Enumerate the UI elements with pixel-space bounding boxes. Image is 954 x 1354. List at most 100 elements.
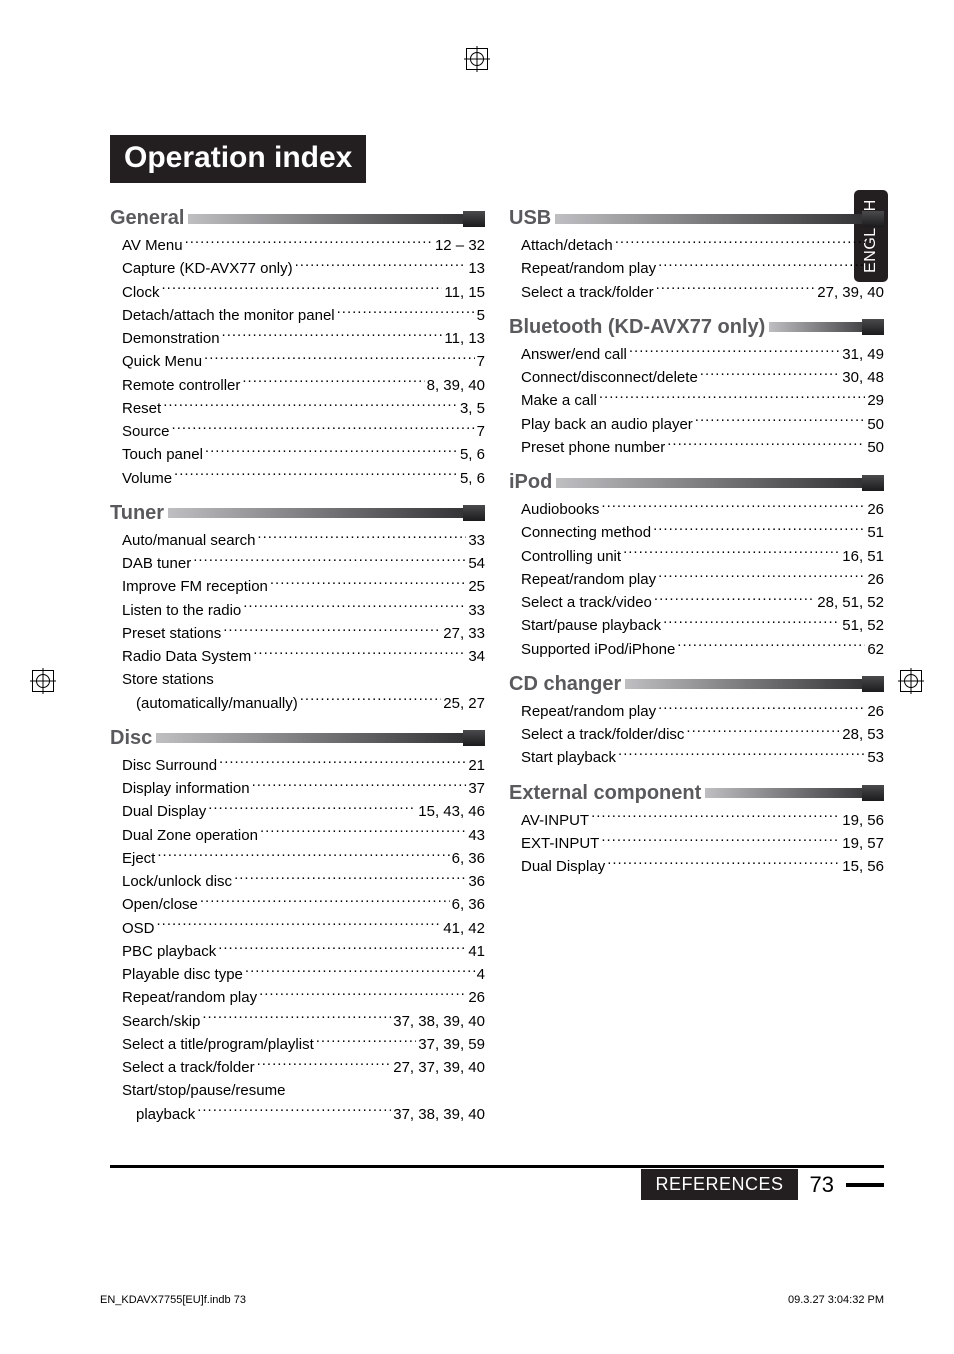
index-entry-page: 15, 43, 46 <box>418 800 485 823</box>
index-entry-label: Dual Zone operation <box>122 824 258 847</box>
index-leader-dots <box>599 390 865 405</box>
index-entry-page: 31, 49 <box>842 343 884 366</box>
section-rule <box>188 214 485 224</box>
index-entry-label: Repeat/random play <box>521 568 656 591</box>
index-leader-dots <box>667 437 865 452</box>
index-entry: (automatically/manually)25, 27 <box>122 692 485 715</box>
section-name: External component <box>509 782 705 805</box>
index-entry-page: 37, 38, 39, 40 <box>393 1103 485 1126</box>
index-entry-label: AV Menu <box>122 234 183 257</box>
index-entry-page: 26 <box>867 498 884 521</box>
section-rule <box>555 214 884 224</box>
index-entry-page: 28, 53 <box>842 723 884 746</box>
index-entry: Attach/detach47 <box>521 234 884 257</box>
index-entry-label: Reset <box>122 397 161 420</box>
index-entry-page: 37, 39, 59 <box>418 1033 485 1056</box>
index-entry-page: 16, 51 <box>842 545 884 568</box>
section-name: General <box>110 207 188 230</box>
index-entry-label: Capture (KD-AVX77 only) <box>122 257 293 280</box>
index-entry: Dual Zone operation 43 <box>122 824 485 847</box>
index-entry: Dual Display15, 43, 46 <box>122 800 485 823</box>
index-entry: Controlling unit16, 51 <box>521 545 884 568</box>
section-rule <box>168 508 485 518</box>
index-entry-page: 5, 6 <box>460 443 485 466</box>
index-entry-label: Preset stations <box>122 622 221 645</box>
index-entry: Listen to the radio33 <box>122 599 485 622</box>
index-leader-dots <box>656 282 816 297</box>
index-entry-label: Select a track/video <box>521 591 652 614</box>
index-leader-dots <box>245 964 475 979</box>
index-leader-dots <box>174 468 458 483</box>
section-header: Bluetooth (KD-AVX77 only) <box>509 316 884 339</box>
index-entry: Touch panel5, 6 <box>122 443 485 466</box>
index-entry-page: 43 <box>468 824 485 847</box>
footer: REFERENCES 73 <box>641 1169 884 1200</box>
index-entry-label: Audiobooks <box>521 498 599 521</box>
index-entry: PBC playback41 <box>122 940 485 963</box>
index-entry: Preset stations27, 33 <box>122 622 485 645</box>
index-entry-label: Clock <box>122 281 160 304</box>
section-header: iPod <box>509 471 884 494</box>
index-leader-dots <box>218 941 466 956</box>
index-entry: Start/stop/pause/resume <box>122 1079 485 1102</box>
index-leader-dots <box>223 623 441 638</box>
index-leader-dots <box>204 351 475 366</box>
index-entry-label: Make a call <box>521 389 597 412</box>
index-entry: Answer/end call31, 49 <box>521 343 884 366</box>
index-entry-page: 25 <box>468 575 485 598</box>
index-entry-label: Open/close <box>122 893 198 916</box>
index-entry-label: Repeat/random play <box>521 700 656 723</box>
index-leader-dots <box>591 810 840 825</box>
index-entry: Supported iPod/iPhone62 <box>521 638 884 661</box>
index-leader-dots <box>607 856 840 871</box>
index-leader-dots <box>253 646 466 661</box>
index-entry-label: Select a track/folder <box>521 281 654 304</box>
index-entry: Select a title/program/playlist37, 39, 5… <box>122 1033 485 1056</box>
index-leader-dots <box>257 530 466 545</box>
index-leader-dots <box>202 1011 391 1026</box>
section-header: External component <box>509 782 884 805</box>
section-header: USB <box>509 207 884 230</box>
index-leader-dots <box>205 444 458 459</box>
index-entry: Demonstration11, 13 <box>122 327 485 350</box>
footer-dash <box>846 1183 884 1187</box>
index-entry-label: AV-INPUT <box>521 809 589 832</box>
index-entry-label: Disc Surround <box>122 754 217 777</box>
index-entry-page: 7 <box>477 420 485 443</box>
index-entry: Store stations <box>122 668 485 691</box>
index-entry: EXT-INPUT19, 57 <box>521 832 884 855</box>
index-entry-label: Connecting method <box>521 521 651 544</box>
index-leader-dots <box>663 615 840 630</box>
index-entry-label: Playable disc type <box>122 963 243 986</box>
index-entry-page: 6, 36 <box>452 847 485 870</box>
index-entry-page: 5 <box>477 304 485 327</box>
index-list: Answer/end call31, 49Connect/disconnect/… <box>509 343 884 459</box>
index-entry-label: Select a track/folder <box>122 1056 255 1079</box>
index-entry-label: Start playback <box>521 746 616 769</box>
index-entry-label: Attach/detach <box>521 234 613 257</box>
index-entry-page: 53 <box>867 746 884 769</box>
index-entry: Remote controller8, 39, 40 <box>122 374 485 397</box>
index-entry-label: OSD <box>122 917 155 940</box>
index-entry: Audiobooks 26 <box>521 498 884 521</box>
index-entry: Select a track/folder27, 37, 39, 40 <box>122 1056 485 1079</box>
index-leader-dots <box>193 553 466 568</box>
index-leader-dots <box>157 848 449 863</box>
index-entry-label: Store stations <box>122 668 214 691</box>
index-entry: Select a track/video28, 51, 52 <box>521 591 884 614</box>
index-entry-label: Preset phone number <box>521 436 665 459</box>
index-leader-dots <box>695 414 866 429</box>
index-entry: Quick Menu7 <box>122 350 485 373</box>
section-name: Bluetooth (KD-AVX77 only) <box>509 316 769 339</box>
index-leader-dots <box>234 871 466 886</box>
footer-rule <box>110 1165 884 1168</box>
index-leader-dots <box>260 825 466 840</box>
index-entry-page: 19, 56 <box>842 809 884 832</box>
section-rule <box>156 733 485 743</box>
index-entry-label: DAB tuner <box>122 552 191 575</box>
index-entry: OSD41, 42 <box>122 917 485 940</box>
index-leader-dots <box>200 894 450 909</box>
index-entry: Display information37 <box>122 777 485 800</box>
index-entry-page: 33 <box>468 529 485 552</box>
index-list: AV Menu12 – 32Capture (KD-AVX77 only)13C… <box>110 234 485 490</box>
